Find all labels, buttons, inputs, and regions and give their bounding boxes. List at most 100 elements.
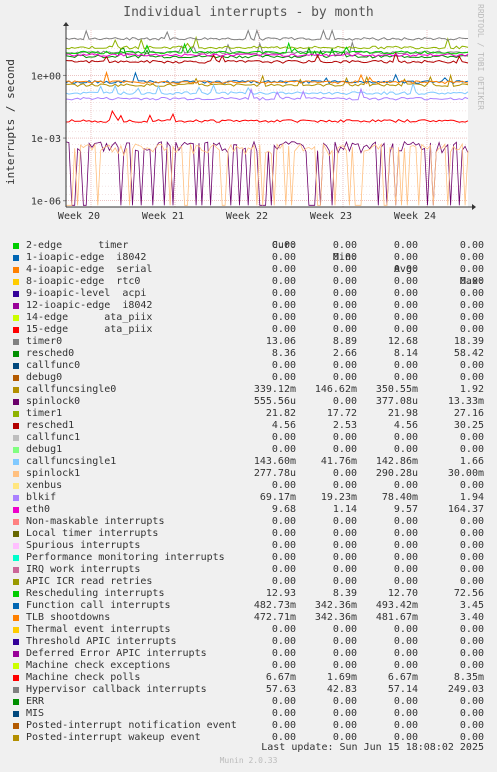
min-value: 0.00 — [332, 576, 357, 587]
cur-value: 0.00 — [271, 552, 296, 563]
min-value: 0.00 — [332, 660, 357, 671]
min-value: 2.66 — [332, 348, 357, 359]
avg-value: 0.00 — [393, 372, 418, 383]
min-value: 0.00 — [332, 240, 357, 251]
cur-value: 0.00 — [271, 276, 296, 287]
x-tick-label: Week 20 — [58, 211, 100, 222]
min-value: 0.00 — [332, 648, 357, 659]
min-value: 0.00 — [332, 288, 357, 299]
avg-value: 57.14 — [387, 684, 418, 695]
series-name: 4-ioapic-edge serial — [26, 264, 153, 275]
cur-value: 0.00 — [271, 528, 296, 539]
series-name: debug1 — [26, 444, 63, 455]
cur-value: 0.00 — [271, 576, 296, 587]
max-value: 0.00 — [459, 696, 484, 707]
min-value: 342.36m — [314, 612, 357, 623]
avg-value: 0.00 — [393, 360, 418, 371]
avg-value: 0.00 — [393, 660, 418, 671]
last-update: Last update: Sun Jun 15 18:08:02 2025 — [261, 742, 484, 753]
legend-swatch — [13, 639, 19, 645]
min-value: 0.00 — [332, 372, 357, 383]
avg-value: 0.00 — [393, 300, 418, 311]
max-value: 0.00 — [459, 636, 484, 647]
min-value: 0.00 — [332, 432, 357, 443]
cur-value: 0.00 — [271, 660, 296, 671]
cur-value: 0.00 — [271, 732, 296, 743]
avg-value: 0.00 — [393, 480, 418, 491]
series-name: Threshold APIC interrupts — [26, 636, 177, 647]
series-line — [65, 35, 469, 50]
legend-swatch — [13, 627, 19, 633]
cur-value: 0.00 — [271, 720, 296, 731]
avg-value: 0.00 — [393, 624, 418, 635]
series-name: 14-edge ata_piix — [26, 312, 153, 323]
series-name: resched0 — [26, 348, 75, 359]
series-name: IRQ work interrupts — [26, 564, 141, 575]
legend-swatch — [13, 723, 19, 729]
max-value: 164.37 — [447, 504, 484, 515]
series-line — [66, 142, 469, 206]
max-value: 0.00 — [459, 516, 484, 527]
min-value: 0.00 — [332, 480, 357, 491]
legend-swatch — [13, 267, 19, 273]
min-value: 0.00 — [332, 252, 357, 263]
cur-value: 0.00 — [271, 372, 296, 383]
avg-value: 0.00 — [393, 576, 418, 587]
series-name: Function call interrupts — [26, 600, 171, 611]
chart-title: Individual interrupts - by month — [123, 5, 374, 20]
avg-value: 0.00 — [393, 276, 418, 287]
legend-swatch — [13, 291, 19, 297]
max-value: 30.25 — [453, 420, 484, 431]
min-value: 0.00 — [332, 264, 357, 275]
legend-swatch — [13, 663, 19, 669]
legend-swatch — [13, 507, 19, 513]
series-name: xenbus — [26, 480, 63, 491]
max-value: 27.16 — [453, 408, 484, 419]
series-name: Deferred Error APIC interrupts — [26, 648, 207, 659]
max-value: 0.00 — [459, 312, 484, 323]
cur-value: 0.00 — [271, 648, 296, 659]
x-tick-label: Week 22 — [226, 211, 268, 222]
cur-value: 143.60m — [253, 456, 296, 467]
cur-value: 0.00 — [271, 444, 296, 455]
min-value: 8.39 — [332, 588, 357, 599]
avg-value: 78.40m — [381, 492, 418, 503]
max-value: 18.39 — [453, 336, 484, 347]
legend-swatch — [13, 423, 19, 429]
series-name: 8-ioapic-edge rtc0 — [26, 276, 141, 287]
series-name: callfunc1 — [26, 432, 81, 443]
cur-value: 0.00 — [271, 240, 296, 251]
min-value: 0.00 — [332, 276, 357, 287]
legend-swatch — [13, 327, 19, 333]
cur-value: 0.00 — [271, 324, 296, 335]
legend-swatch — [13, 399, 19, 405]
min-value: 2.53 — [332, 420, 357, 431]
legend-swatch — [13, 255, 19, 261]
legend-swatch — [13, 243, 19, 249]
max-value: 0.00 — [459, 372, 484, 383]
cur-value: 0.00 — [271, 696, 296, 707]
max-value: 0.00 — [459, 624, 484, 635]
max-value: 0.00 — [459, 444, 484, 455]
series-name: 9-ioapic-level acpi — [26, 288, 147, 299]
avg-value: 0.00 — [393, 732, 418, 743]
series-name: 1-ioapic-edge i8042 — [26, 252, 147, 263]
avg-value: 142.86m — [375, 456, 418, 467]
cur-value: 472.71m — [253, 612, 296, 623]
series-name: Local timer interrupts — [26, 528, 159, 539]
cur-value: 8.36 — [271, 348, 296, 359]
series-line — [65, 41, 469, 55]
series-name: Posted-interrupt wakeup event — [26, 732, 201, 743]
series-name: Spurious interrupts — [26, 540, 141, 551]
avg-value: 493.42m — [375, 600, 418, 611]
cur-value: 69.17m — [259, 492, 296, 503]
min-value: 0.00 — [332, 528, 357, 539]
cur-value: 0.00 — [271, 516, 296, 527]
cur-value: 555.56u — [253, 396, 296, 407]
min-value: 0.00 — [332, 444, 357, 455]
header-cur: Cur: — [271, 240, 296, 251]
min-value: 342.36m — [314, 600, 357, 611]
x-axis-arrow — [472, 204, 476, 210]
legend-swatch — [13, 483, 19, 489]
legend-swatch — [13, 675, 19, 681]
